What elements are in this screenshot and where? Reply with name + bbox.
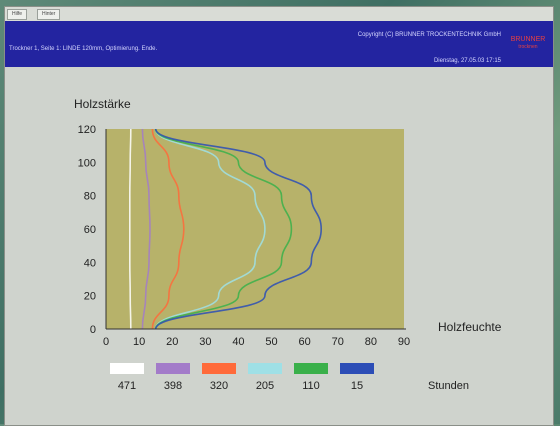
x-tick-label: 70 [332,336,344,348]
legend-label-398: 398 [164,380,182,392]
tab-hilfe[interactable]: Hilfe [7,9,28,20]
legend: 471 398 320 205 110 15 [110,363,374,392]
y-tick-label: 100 [78,157,96,169]
brand-logo: BRUNNER trocknen [507,36,549,50]
y-tick-label: 20 [84,291,96,303]
legend-swatch-15 [340,363,374,374]
y-tick-label: 60 [84,224,96,236]
legend-swatch-205 [248,363,282,374]
x-tick-label: 0 [103,336,109,348]
y-axis-label: Holzstärke [74,97,131,111]
series-line-110 [154,128,293,330]
tab-hinter[interactable]: Hinter [37,9,61,20]
legend-swatch-320 [202,363,236,374]
x-tick-label: 20 [166,336,178,348]
x-tick-label: 50 [265,336,277,348]
x-tick-label: 10 [133,336,145,348]
y-tick-labels: 0 20 40 60 80 100 120 [78,124,96,336]
status-text: Trockner 1, Seite 1: LINDE 120mm, Optimi… [9,46,158,52]
x-tick-labels: 0 10 20 30 40 50 60 70 80 90 [103,336,410,348]
x-tick-label: 80 [365,336,377,348]
legend-swatch-110 [294,363,328,374]
x-tick-label: 40 [232,336,244,348]
app-window: Hilfe Hinter Trockner 1, Seite 1: LINDE … [4,6,554,426]
date-time-text: Dienstag, 27.05.03 17:15 [433,58,501,64]
legend-swatch-398 [156,363,190,374]
x-tick-label: 60 [299,336,311,348]
legend-label-320: 320 [210,380,228,392]
legend-label-15: 15 [351,380,363,392]
series-line-471 [129,128,132,330]
legend-label-471: 471 [118,380,136,392]
legend-title: Stunden [428,380,469,392]
series-line-320 [151,128,185,330]
series-line-205 [154,128,266,330]
y-tick-label: 120 [78,124,96,136]
y-tick-label: 80 [84,191,96,203]
series-layer [129,128,323,330]
legend-swatch-471 [110,363,144,374]
y-tick-label: 0 [90,324,96,336]
series-line-15 [154,128,323,330]
x-tick-label: 30 [199,336,211,348]
logo-main-text: BRUNNER [510,36,546,43]
series-line-398 [141,128,151,330]
logo-sub-text: trocknen [518,44,538,50]
plot-area [106,129,404,329]
x-axis-label: Holzfeuchte [438,320,502,334]
y-tick-label: 40 [84,257,96,269]
header-bar: Trockner 1, Seite 1: LINDE 120mm, Optimi… [5,21,553,67]
copyright-text: Copyright (C) BRUNNER TROCKENTECHNIK Gmb… [357,32,501,38]
legend-label-110: 110 [302,380,320,392]
legend-label-205: 205 [256,380,274,392]
x-tick-label: 90 [398,336,410,348]
